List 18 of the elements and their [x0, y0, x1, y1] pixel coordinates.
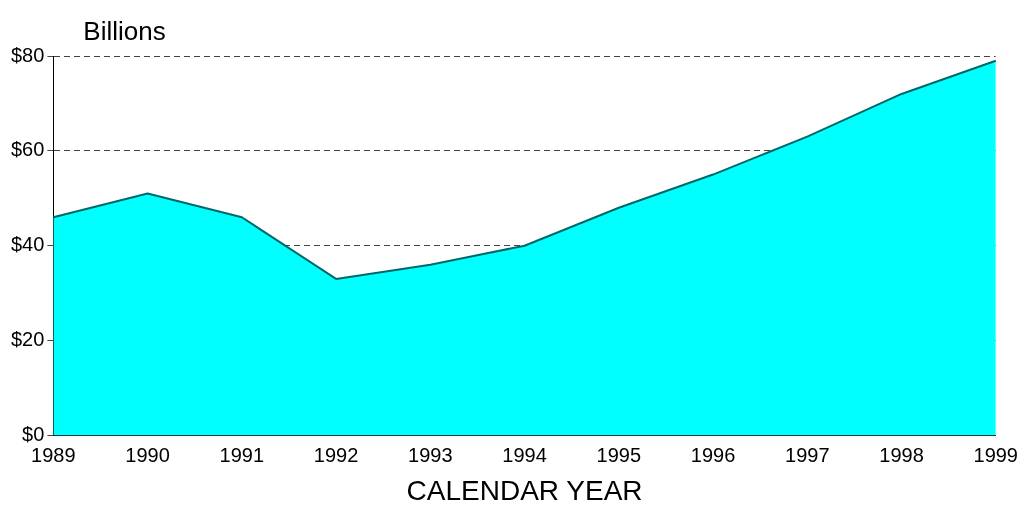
x-tick-label: 1990 — [125, 443, 170, 466]
x-tick-label: 1989 — [31, 443, 76, 466]
x-tick-label: 1991 — [219, 443, 265, 466]
x-tick-label: 1992 — [313, 443, 359, 466]
x-tick-label: 1999 — [973, 443, 1018, 466]
y-tick-label: $80 — [10, 43, 45, 66]
y-axis-title: Billions — [83, 16, 166, 47]
x-tick-label: 1998 — [879, 443, 924, 466]
x-tick-label: 1993 — [408, 443, 453, 466]
x-tick-label: 1994 — [502, 443, 547, 466]
y-tick-label: $40 — [10, 233, 45, 256]
x-tick-label: 1997 — [785, 443, 830, 466]
y-tick-label: $20 — [10, 328, 45, 351]
x-axis-title: CALENDAR YEAR — [406, 474, 643, 506]
x-tick-label: 1996 — [690, 443, 736, 466]
y-tick-label: $60 — [10, 138, 45, 161]
x-tick-label: 1995 — [596, 443, 642, 466]
y-tick-label: $0 — [22, 422, 45, 445]
